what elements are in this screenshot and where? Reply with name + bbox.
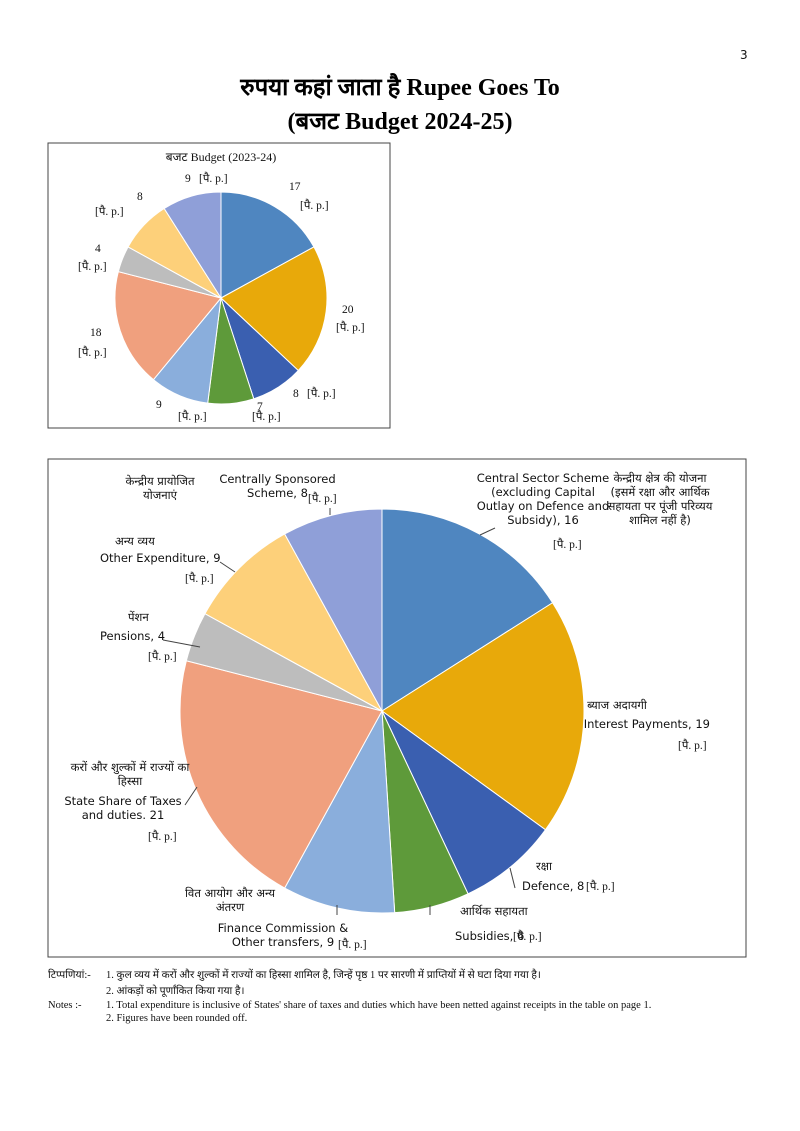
note: 1. कुल व्यय में करों और शुल्कों में राज्… <box>106 970 541 981</box>
pie-slice <box>220 246 328 372</box>
unit-label: [पै. p.] <box>586 879 615 893</box>
data-label: 20 <box>342 304 354 316</box>
category-label-hindi: पेंशन <box>128 610 149 624</box>
unit-label: [पै. p.] <box>252 409 281 423</box>
unit-label: [पै. p.] <box>148 649 177 663</box>
category-label-hindi: करों और शुल्कों में राज्यों का हिस्सा <box>70 760 190 788</box>
category-label-hindi: रक्षा <box>536 859 552 873</box>
subtitle: (बजट Budget 2024-25) <box>287 109 513 135</box>
category-label: Finance Commission & Other transfers, 9 <box>217 921 349 949</box>
unit-label: [पै. p.] <box>185 571 214 585</box>
category-label: Central Sector Scheme (excluding Capital… <box>476 471 610 527</box>
pie-slice <box>179 660 383 889</box>
page-number: 3 <box>740 48 748 62</box>
unit-label: [पै. p.] <box>300 198 329 212</box>
pie-slice <box>381 710 547 895</box>
chart-frame <box>47 458 747 958</box>
category-label: Subsidies, 6 <box>455 929 525 943</box>
note: 2. Figures have been rounded off. <box>106 1013 248 1024</box>
category-label-hindi: ब्याज अदायगी <box>587 698 647 712</box>
category-label-hindi: अन्य व्यय <box>115 534 155 548</box>
pie-slice <box>220 191 315 299</box>
category-label: Other Expenditure, 9 <box>100 551 221 565</box>
unit-label: [पै. p.] <box>95 204 124 218</box>
category-label: Interest Payments, 19 <box>583 717 710 731</box>
data-label: 8 <box>293 388 299 400</box>
pie-slice <box>381 508 554 712</box>
category-label-hindi: वित आयोग और अन्य अंतरण <box>184 886 276 914</box>
pie-slice <box>284 508 383 712</box>
unit-label: [पै. p.] <box>553 537 582 551</box>
unit-label: [पै. p.] <box>678 738 707 752</box>
unit-label: [पै. p.] <box>199 171 228 185</box>
data-label: 9 <box>185 173 191 185</box>
data-label: 4 <box>95 243 101 255</box>
category-label: Pensions, 4 <box>100 629 166 643</box>
unit-label: [पै. p.] <box>148 829 177 843</box>
category-label-hindi: आर्थिक सहायता <box>460 904 528 918</box>
pie-slice <box>114 271 222 381</box>
unit-label: [पै. p.] <box>336 320 365 334</box>
title: रुपया कहां जाता है Rupee Goes To <box>240 75 560 101</box>
leader-line <box>509 867 516 889</box>
unit-label: [पै. p.] <box>178 409 207 423</box>
leader-line <box>479 527 496 536</box>
unit-label: [पै. p.] <box>307 386 336 400</box>
pie-slice <box>381 602 585 831</box>
unit-label: [पै. p.] <box>78 259 107 273</box>
pie-slice <box>284 709 396 914</box>
pie-slice <box>163 191 222 300</box>
unit-label: [पै. p.] <box>78 345 107 359</box>
leader-line <box>219 561 236 573</box>
category-label-hindi: केन्द्रीय क्षेत्र की योजना (इसमें रक्षा … <box>607 471 713 527</box>
data-label: 7 <box>257 401 263 413</box>
data-label: 8 <box>137 191 143 203</box>
category-label: Centrally Sponsored Scheme, 8 <box>219 472 336 500</box>
chart-frame <box>47 142 391 429</box>
notes-label: Notes :- <box>48 1000 82 1011</box>
leader-line <box>184 786 198 806</box>
unit-label: [पै. p.] <box>513 929 542 943</box>
notes-label: टिप्पणियां:- <box>48 970 91 981</box>
unit-label: [पै. p.] <box>308 491 337 505</box>
category-label: Defence, 8 <box>522 879 585 893</box>
category-label-hindi: केन्द्रीय प्रायोजित योजनाएं <box>125 474 195 502</box>
data-label: 18 <box>90 327 102 339</box>
category-label: State Share of Taxes and duties. 21 <box>64 794 182 822</box>
chart-title: बजट Budget (2023-24) <box>165 150 277 164</box>
data-label: 17 <box>289 181 301 193</box>
pie-slice <box>204 533 384 713</box>
note: 1. Total expenditure is inclusive of Sta… <box>106 1000 652 1011</box>
note: 2. आंकड़ों को पूर्णांकित किया गया है। <box>106 986 245 997</box>
unit-label: [पै. p.] <box>338 937 367 951</box>
leader-line <box>162 639 201 648</box>
data-label: 9 <box>156 399 162 411</box>
